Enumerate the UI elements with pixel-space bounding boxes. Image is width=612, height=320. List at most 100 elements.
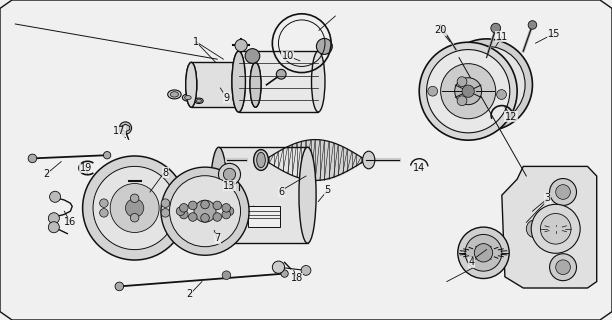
Text: 18: 18	[291, 273, 303, 284]
Ellipse shape	[250, 62, 261, 107]
Circle shape	[441, 39, 532, 131]
Ellipse shape	[185, 62, 197, 107]
Bar	[218, 147, 307, 243]
Circle shape	[125, 199, 144, 217]
Circle shape	[281, 270, 288, 277]
Circle shape	[179, 204, 188, 212]
Text: 20: 20	[435, 25, 447, 36]
Circle shape	[457, 96, 467, 106]
Circle shape	[213, 213, 222, 221]
Circle shape	[28, 154, 37, 163]
Circle shape	[119, 122, 132, 134]
Circle shape	[458, 227, 509, 278]
Text: 17: 17	[113, 126, 125, 136]
Circle shape	[491, 23, 501, 33]
Circle shape	[465, 235, 502, 271]
Circle shape	[201, 214, 209, 222]
Text: 2: 2	[187, 289, 193, 300]
Circle shape	[201, 200, 209, 209]
Circle shape	[161, 167, 249, 255]
Circle shape	[225, 207, 234, 215]
Circle shape	[161, 209, 170, 217]
Ellipse shape	[168, 90, 181, 99]
Text: 1: 1	[193, 36, 199, 47]
Text: 8: 8	[162, 168, 168, 178]
Circle shape	[170, 176, 241, 247]
Bar	[191, 62, 255, 107]
Ellipse shape	[362, 151, 375, 169]
Ellipse shape	[299, 147, 316, 243]
Ellipse shape	[196, 99, 201, 102]
Circle shape	[115, 282, 124, 291]
Circle shape	[556, 185, 570, 199]
Circle shape	[161, 199, 170, 207]
Ellipse shape	[232, 51, 245, 112]
Circle shape	[476, 74, 498, 96]
Circle shape	[540, 213, 571, 244]
Circle shape	[462, 60, 511, 109]
Circle shape	[188, 201, 197, 210]
Ellipse shape	[182, 94, 193, 101]
Text: 15: 15	[548, 28, 560, 39]
Ellipse shape	[185, 95, 191, 100]
Circle shape	[448, 46, 525, 123]
Bar	[239, 51, 318, 112]
Circle shape	[526, 220, 545, 238]
Circle shape	[213, 201, 222, 210]
Text: 2: 2	[43, 169, 49, 180]
Circle shape	[100, 209, 108, 217]
Circle shape	[235, 39, 247, 52]
Circle shape	[130, 194, 139, 203]
Circle shape	[550, 254, 577, 281]
Circle shape	[222, 204, 231, 212]
Text: 9: 9	[223, 92, 230, 103]
Circle shape	[48, 213, 59, 224]
Circle shape	[48, 222, 59, 233]
Circle shape	[83, 156, 187, 260]
Circle shape	[316, 38, 332, 54]
Bar	[248, 206, 280, 227]
Text: 7: 7	[214, 233, 220, 244]
Ellipse shape	[253, 150, 268, 171]
Polygon shape	[465, 109, 493, 117]
Text: 19: 19	[80, 163, 92, 173]
Ellipse shape	[312, 51, 325, 112]
Text: 4: 4	[468, 257, 474, 268]
Circle shape	[100, 199, 108, 207]
Circle shape	[531, 204, 580, 253]
Circle shape	[419, 42, 517, 140]
Polygon shape	[121, 124, 130, 132]
Text: 11: 11	[496, 32, 508, 42]
Text: 5: 5	[324, 185, 330, 196]
Circle shape	[93, 166, 176, 250]
Circle shape	[556, 260, 570, 275]
Circle shape	[276, 69, 286, 79]
Circle shape	[462, 85, 474, 97]
Circle shape	[222, 210, 231, 219]
Circle shape	[223, 168, 236, 180]
Circle shape	[245, 49, 259, 63]
Circle shape	[455, 78, 482, 105]
Circle shape	[50, 191, 61, 202]
Ellipse shape	[195, 98, 203, 104]
Text: 10: 10	[282, 51, 294, 61]
Ellipse shape	[256, 152, 265, 168]
Circle shape	[528, 21, 537, 29]
Circle shape	[179, 210, 188, 219]
Text: 12: 12	[505, 112, 517, 122]
Text: 6: 6	[278, 187, 285, 197]
Circle shape	[130, 213, 139, 222]
Text: 16: 16	[64, 217, 76, 228]
Circle shape	[272, 261, 285, 273]
Circle shape	[441, 64, 496, 119]
Circle shape	[427, 50, 510, 133]
Ellipse shape	[211, 147, 227, 243]
Circle shape	[550, 179, 577, 205]
Circle shape	[497, 90, 507, 100]
Text: 13: 13	[223, 180, 236, 191]
Circle shape	[188, 213, 197, 221]
Circle shape	[194, 200, 216, 222]
Circle shape	[301, 266, 311, 275]
Text: 3: 3	[545, 193, 551, 204]
Text: 14: 14	[413, 163, 425, 173]
